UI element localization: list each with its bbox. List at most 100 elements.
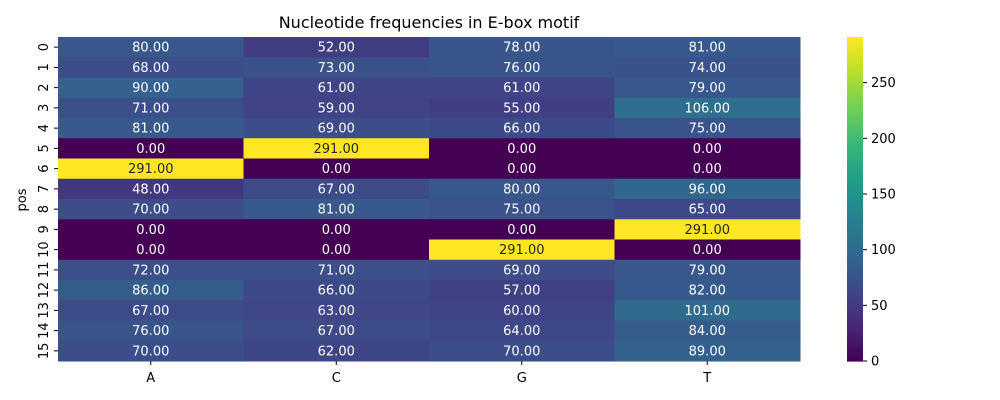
colorbar-segment [847, 315, 863, 319]
colorbar-segment [847, 193, 863, 197]
heatmap-cell [58, 219, 244, 240]
cell-value-label: 76.00 [132, 324, 169, 339]
colorbar-segment [847, 274, 863, 278]
heatmap-cell [243, 97, 430, 119]
colorbar-segment [847, 358, 863, 362]
colorbar-segment [847, 123, 863, 127]
colorbar-segment [847, 91, 863, 95]
colorbar-segment [847, 290, 863, 295]
colorbar-segment [847, 317, 863, 322]
colorbar-segment [847, 217, 863, 222]
y-tick-label: 6 [37, 164, 52, 172]
cell-value-label: 63.00 [318, 304, 355, 319]
cell-value-label: 75.00 [503, 203, 540, 218]
colorbar-tick-label: 200 [871, 132, 896, 147]
colorbar-segment [847, 242, 863, 246]
heatmap-cell [614, 340, 801, 362]
colorbar-segment [847, 66, 863, 70]
colorbar-segment [847, 96, 863, 100]
x-tick-label: G [517, 371, 527, 386]
colorbar-segment [847, 312, 863, 316]
colorbar-segment [847, 155, 863, 160]
colorbar-segment [847, 296, 863, 300]
heatmap-cell [614, 178, 801, 200]
colorbar: 0 50 100 150 200 250 [847, 37, 896, 370]
heatmap-cell [243, 259, 430, 281]
colorbar-segment [847, 147, 863, 151]
heatmap-cell [243, 340, 430, 362]
colorbar-segment [847, 139, 863, 143]
colorbar-segment [847, 177, 863, 181]
cell-value-label: 0.00 [136, 243, 165, 258]
cell-value-label: 0.00 [693, 142, 722, 157]
heatmap-cell [243, 138, 430, 159]
colorbar-segment [847, 261, 863, 265]
colorbar-segment [847, 301, 863, 305]
heatmap-cell [243, 77, 430, 99]
colorbar-segment [847, 47, 863, 52]
heatmap-cell [243, 57, 430, 78]
colorbar-segment [847, 307, 863, 311]
colorbar-segment [847, 172, 863, 176]
colorbar-segment [847, 220, 863, 224]
colorbar-segment [847, 247, 863, 251]
colorbar-segment [847, 69, 863, 73]
colorbar-segment [847, 50, 863, 54]
colorbar-segment [847, 336, 863, 340]
cell-value-label: 69.00 [503, 263, 540, 278]
y-tick-label: 7 [37, 185, 52, 193]
colorbar-segment [847, 39, 863, 43]
y-tick-label: 1 [37, 63, 52, 71]
cell-value-label: 71.00 [318, 263, 355, 278]
heatmap-cell [429, 138, 615, 159]
y-tick-label: 3 [37, 104, 52, 112]
cell-value-label: 81.00 [689, 41, 726, 56]
cell-value-label: 71.00 [132, 101, 169, 116]
colorbar-segment [847, 104, 863, 108]
heatmap-cell [58, 97, 244, 119]
colorbar-segment [847, 288, 863, 292]
cell-value-label: 89.00 [689, 344, 726, 359]
heatmap-cell [429, 300, 615, 321]
cell-value-label: 84.00 [689, 324, 726, 339]
y-tick-label: 13 [37, 302, 52, 319]
heatmap-cell [243, 199, 430, 220]
colorbar-segment [847, 339, 863, 343]
colorbar-segment [847, 212, 863, 216]
colorbar-segment [847, 196, 863, 200]
colorbar-segment [847, 263, 863, 268]
colorbar-segment [847, 61, 863, 65]
cell-value-label: 291.00 [685, 223, 731, 238]
heatmap-cell [614, 118, 801, 139]
colorbar-segment [847, 145, 863, 149]
colorbar-segment [847, 277, 863, 281]
colorbar-segment [847, 74, 863, 79]
cell-value-label: 0.00 [693, 162, 722, 177]
cell-value-label: 68.00 [132, 61, 169, 76]
colorbar-segment [847, 258, 863, 262]
colorbar-segment [847, 352, 863, 357]
colorbar-segment [847, 88, 863, 92]
y-tick-label: 0 [37, 43, 52, 51]
cell-value-label: 69.00 [318, 122, 355, 137]
heatmap-cell [243, 118, 430, 139]
colorbar-segment [847, 244, 863, 249]
heatmap-cell [243, 178, 430, 200]
colorbar-segment [847, 85, 863, 89]
cell-value-label: 86.00 [132, 284, 169, 299]
cell-value-label: 90.00 [132, 81, 169, 96]
colorbar-segment [847, 344, 863, 349]
cell-value-label: 60.00 [503, 304, 540, 319]
heatmap-cell [58, 37, 244, 58]
y-tick-label: 12 [37, 282, 52, 299]
colorbar-segment [847, 142, 863, 146]
colorbar-segment [847, 80, 863, 84]
colorbar-segment [847, 115, 863, 119]
colorbar-segment [847, 320, 863, 324]
heatmap-cell [614, 219, 801, 240]
colorbar-segment [847, 185, 863, 189]
heatmap-cell [429, 37, 615, 58]
heatmap-cell [614, 158, 801, 180]
heatmap-cell [58, 199, 244, 220]
